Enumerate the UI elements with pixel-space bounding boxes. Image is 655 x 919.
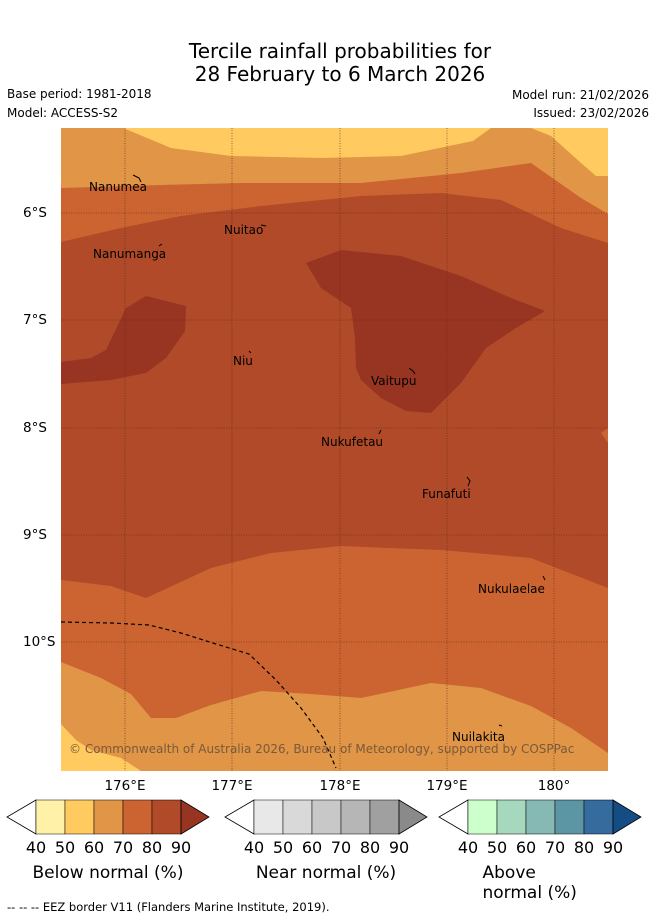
cb-above-tick-70: 70 xyxy=(544,838,566,857)
cb-above-tick-50: 50 xyxy=(486,838,508,857)
colorbars xyxy=(6,799,642,835)
title-line-1: Tercile rainfall probabilities for xyxy=(188,39,492,63)
island-nukulaelae xyxy=(542,575,546,581)
lat-label-10s: 10°S xyxy=(23,634,56,650)
colorbar-near-normal xyxy=(224,799,428,835)
cb-below-low-arrow xyxy=(6,799,37,835)
island-nukufetau xyxy=(378,429,382,435)
island-outlines xyxy=(132,174,546,727)
map-title: Tercile rainfall probabilities for 28 Fe… xyxy=(0,40,655,86)
lon-label-176e: 176°E xyxy=(104,778,146,794)
island-nuitao xyxy=(260,224,267,227)
cb-above-tick-90: 90 xyxy=(602,838,624,857)
cb-near-tick-70: 70 xyxy=(330,838,352,857)
lon-label-179e: 179°E xyxy=(426,778,468,794)
zone-below-60-70-edge xyxy=(601,428,608,443)
cb-below-tick-70: 70 xyxy=(112,838,134,857)
place-niu: Niu xyxy=(233,354,253,368)
place-vaitupu: Vaitupu xyxy=(371,374,417,388)
lat-label-8s: 8°S xyxy=(23,420,47,436)
cb-below-tick-60: 60 xyxy=(83,838,105,857)
zone-below-40-50-northeast xyxy=(511,128,608,176)
lat-label-7s: 7°S xyxy=(23,312,47,328)
place-nuilakita: Nuilakita xyxy=(452,730,505,744)
copyright-notice: © Commonwealth of Australia 2026, Bureau… xyxy=(69,742,575,756)
island-nanumea xyxy=(132,174,142,183)
zone-below-50-60-south xyxy=(61,662,608,771)
place-nuitao: Nuitao xyxy=(224,223,264,237)
place-nanumanga: Nanumanga xyxy=(93,247,167,261)
zone-below-80-90-central xyxy=(306,250,545,413)
cb-below-tick-90: 90 xyxy=(170,838,192,857)
cb-above-title: Above normal (%) xyxy=(482,863,577,903)
island-funafuti xyxy=(466,476,471,487)
lon-label-178e: 178°E xyxy=(319,778,361,794)
cb-near-tick-80: 80 xyxy=(359,838,381,857)
island-niu xyxy=(248,350,252,354)
base-period: Base period: 1981-2018 xyxy=(7,87,152,101)
cb-above-tick-60: 60 xyxy=(515,838,537,857)
cb-near-title: Near normal (%) xyxy=(255,863,397,883)
island-nuilakita xyxy=(498,724,503,727)
map-canvas xyxy=(61,128,608,771)
cb-below-tick-40: 40 xyxy=(25,838,47,857)
lat-label-6s: 6°S xyxy=(23,205,47,221)
zone-below-80-90-west xyxy=(61,296,186,384)
cb-near-tick-90: 90 xyxy=(388,838,410,857)
model-name: Model: ACCESS-S2 xyxy=(7,106,119,120)
island-vaitupu xyxy=(408,367,416,375)
colorbar-below-normal xyxy=(6,799,210,835)
eez-legend: -- -- -- EEZ border V11 (Flanders Marine… xyxy=(7,900,330,914)
cb-below-tick-80: 80 xyxy=(141,838,163,857)
place-nukulaelae: Nukulaelae xyxy=(478,582,545,596)
cb-near-tick-60: 60 xyxy=(301,838,323,857)
cb-below-title: Below normal (%) xyxy=(32,863,184,883)
graticule xyxy=(61,128,608,771)
place-nukufetau: Nukufetau xyxy=(321,435,384,449)
island-nanumanga xyxy=(158,243,163,247)
cb-near-tick-40: 40 xyxy=(243,838,265,857)
issued-date: Issued: 23/02/2026 xyxy=(533,106,649,120)
place-nanumea: Nanumea xyxy=(89,180,147,194)
lat-label-9s: 9°S xyxy=(23,527,47,543)
cb-below-tick-50: 50 xyxy=(54,838,76,857)
zone-below-40-50-north xyxy=(123,128,491,158)
cb-above-tick-80: 80 xyxy=(573,838,595,857)
lon-label-180: 180° xyxy=(537,778,571,794)
place-funafuti: Funafuti xyxy=(422,487,471,501)
lon-label-177e: 177°E xyxy=(211,778,253,794)
cb-above-tick-40: 40 xyxy=(457,838,479,857)
cb-below-high-arrow xyxy=(180,799,210,835)
title-line-2: 28 February to 6 March 2026 xyxy=(194,62,486,86)
zone-below-40-50-southwest xyxy=(61,724,141,771)
colorbar-above-normal xyxy=(438,799,642,835)
rainfall-map: Nanumea Nuitao Nanumanga Niu Vaitupu Nuk… xyxy=(61,128,608,771)
model-run: Model run: 21/02/2026 xyxy=(511,88,649,102)
cb-near-tick-50: 50 xyxy=(272,838,294,857)
